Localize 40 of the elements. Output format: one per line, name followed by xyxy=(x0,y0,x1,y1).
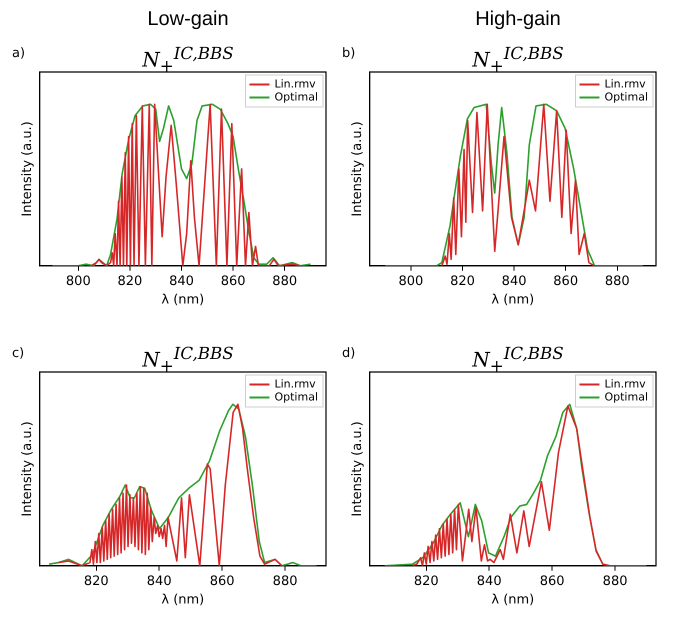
x-tick-label: 820 xyxy=(414,574,439,589)
x-axis-title: λ (nm) xyxy=(491,292,534,308)
legend-label: Lin.rmv xyxy=(274,377,316,390)
y-axis-title: Intensity (a.u.) xyxy=(350,421,366,517)
text: d) xyxy=(342,346,356,361)
x-tick-label: 820 xyxy=(84,574,109,589)
legend-label: Lin.rmv xyxy=(274,77,316,90)
x-tick-label: 860 xyxy=(553,274,578,289)
text: Low-gain xyxy=(146,8,230,31)
x-tick-label: 820 xyxy=(117,274,142,289)
y-axis-title: Intensity (a.u.) xyxy=(20,421,36,517)
legend-label: Optimal xyxy=(274,90,318,104)
text: a) xyxy=(12,46,26,61)
x-tick-label: 860 xyxy=(220,274,246,289)
x-tick-label: 820 xyxy=(450,274,475,289)
legend-label: Optimal xyxy=(604,390,648,404)
text: b) xyxy=(342,46,356,61)
legend-label: Optimal xyxy=(274,390,318,404)
x-tick-label: 840 xyxy=(502,274,527,289)
x-tick-label: 880 xyxy=(604,274,630,289)
legend-label: Lin.rmv xyxy=(604,77,646,90)
text: c) xyxy=(12,346,24,361)
x-tick-label: 860 xyxy=(540,574,565,589)
y-axis-title: Intensity (a.u.) xyxy=(20,121,36,217)
x-tick-label: 880 xyxy=(272,274,298,289)
x-axis-title: λ (nm) xyxy=(491,592,534,608)
x-axis-title: λ (nm) xyxy=(161,292,204,308)
x-tick-label: 840 xyxy=(169,274,194,289)
text: High-gain xyxy=(474,8,562,31)
legend-label: Optimal xyxy=(604,90,648,104)
x-tick-label: 840 xyxy=(146,574,172,589)
x-axis-title: λ (nm) xyxy=(161,592,204,608)
x-tick-label: 860 xyxy=(210,574,235,589)
x-tick-label: 880 xyxy=(272,574,298,589)
y-axis-title: Intensity (a.u.) xyxy=(350,121,366,217)
legend-label: Lin.rmv xyxy=(604,377,646,390)
x-tick-label: 880 xyxy=(602,574,628,589)
x-tick-label: 800 xyxy=(66,274,91,289)
x-tick-label: 800 xyxy=(398,274,424,289)
x-tick-label: 840 xyxy=(476,574,502,589)
